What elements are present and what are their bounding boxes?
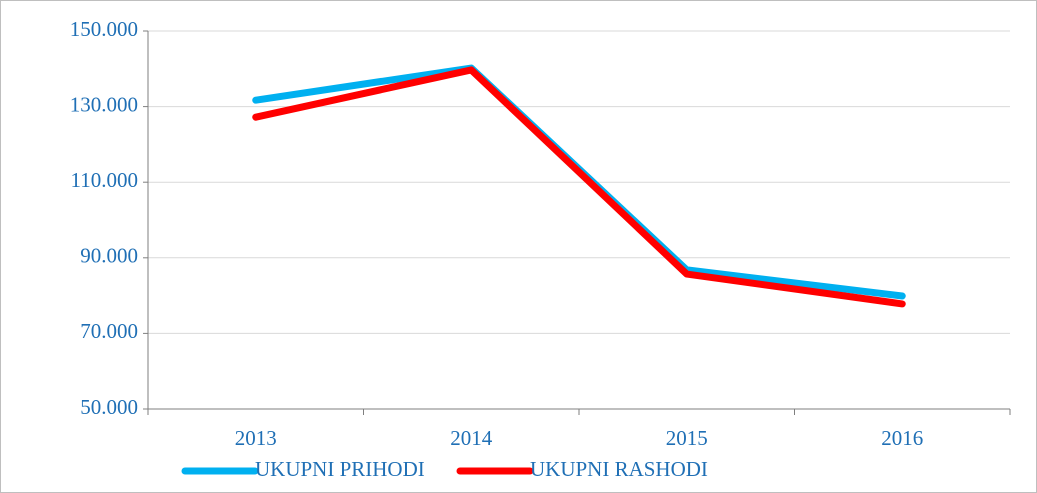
y-tick-label: 70.000 (80, 319, 138, 343)
y-tick-label: 90.000 (80, 244, 138, 268)
x-tick-label: 2014 (450, 426, 493, 450)
legend-label: UKUPNI RASHODI (530, 457, 708, 481)
y-tick-label: 110.000 (71, 168, 138, 192)
y-tick-label: 130.000 (70, 92, 138, 116)
y-tick-label: 50.000 (80, 395, 138, 419)
legend-label: UKUPNI PRIHODI (255, 457, 425, 481)
x-tick-label: 2013 (235, 426, 277, 450)
y-tick-label: 150.000 (70, 17, 138, 41)
series-line (252, 66, 906, 308)
x-tick-label: 2015 (666, 426, 708, 450)
x-tick-label: 2016 (881, 426, 923, 450)
